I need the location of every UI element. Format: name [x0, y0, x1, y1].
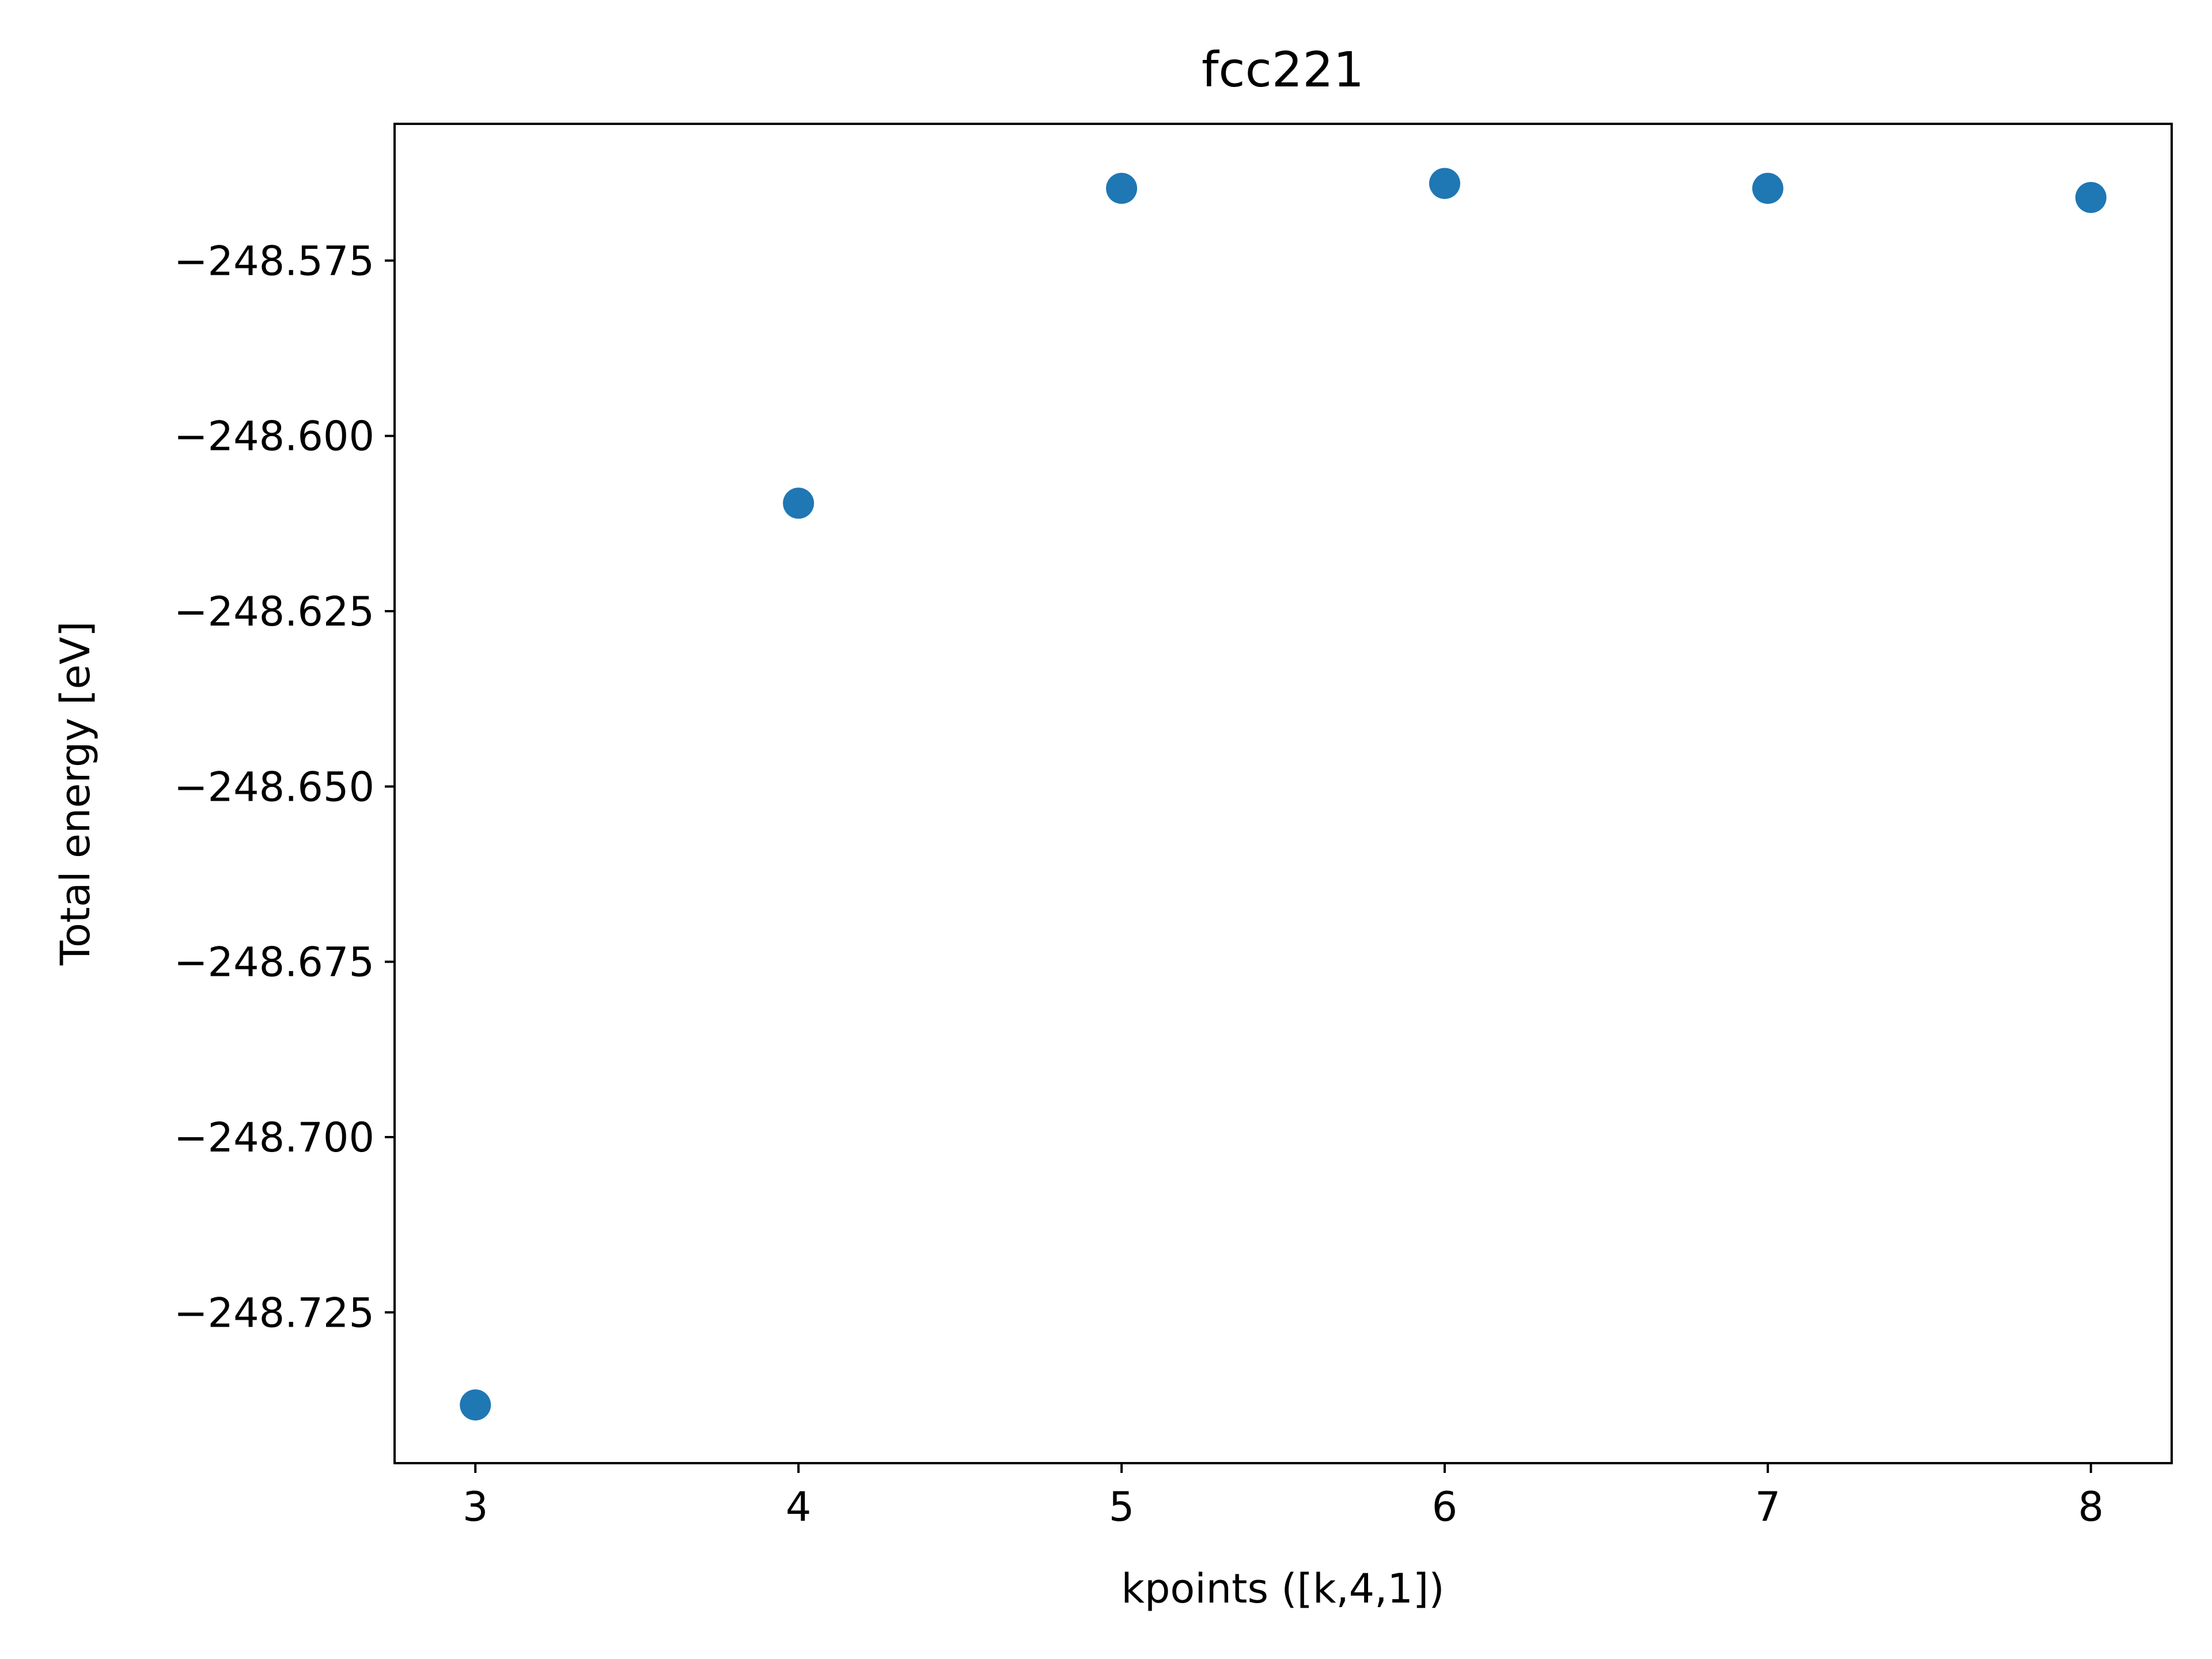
data-point [460, 1389, 491, 1421]
plot-area [393, 123, 2173, 1464]
y-tick-label: −248.725 [174, 1289, 374, 1336]
x-tick-label: 3 [463, 1483, 488, 1531]
y-tick-label: −248.625 [174, 588, 374, 635]
y-tick-label: −248.575 [174, 237, 374, 285]
y-tick-label: −248.650 [174, 763, 374, 810]
x-tick-label: 4 [786, 1483, 812, 1531]
x-tick-label: 8 [2078, 1483, 2104, 1531]
x-axis-label: kpoints ([k,4,1]) [1121, 1565, 1444, 1612]
x-tick-label: 7 [1755, 1483, 1781, 1531]
y-tick-label: −248.675 [174, 939, 374, 986]
y-axis: −248.725 −248.700 −248.675 −248.650 −248.625… [174, 237, 395, 1336]
x-tick-label: 5 [1109, 1483, 1135, 1531]
axes-frame [393, 123, 2173, 1464]
y-tick-label: −248.700 [174, 1114, 374, 1161]
x-axis: 3 4 5 6 7 8 [463, 1463, 2104, 1531]
scatter-series [460, 168, 2107, 1421]
data-point [1106, 172, 1138, 204]
data-point [783, 487, 815, 519]
y-tick-label: −248.600 [174, 413, 374, 460]
data-point [1429, 168, 1460, 199]
chart-title: fcc221 [1202, 41, 1364, 98]
x-tick-label: 6 [1432, 1483, 1458, 1531]
data-point [2075, 181, 2107, 213]
y-axis-label: Total energy [eV] [52, 621, 99, 965]
data-point [1752, 172, 1783, 204]
